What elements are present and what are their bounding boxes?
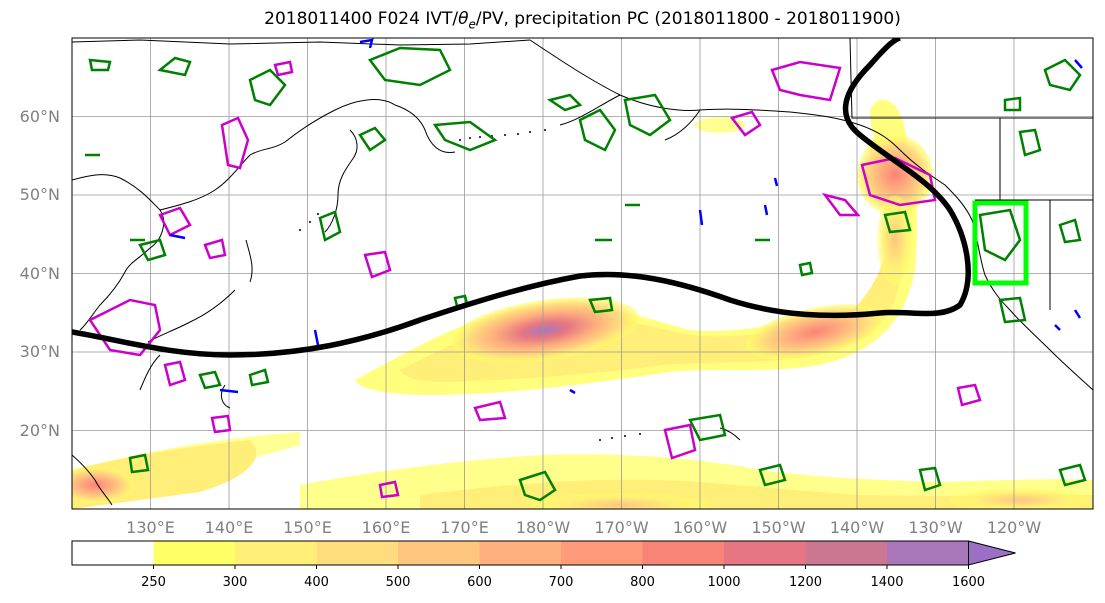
lon-label: 160°W — [673, 518, 728, 537]
highlight-box — [972, 200, 1029, 286]
colorbar-swatch — [316, 541, 399, 565]
lat-label: 20°N — [20, 421, 60, 440]
colorbar-swatch — [479, 541, 562, 565]
colorbar-extend-arrow — [968, 540, 1016, 566]
lon-label: 130°W — [908, 518, 963, 537]
lon-label: 170°E — [440, 518, 489, 537]
map-title: 2018011400 F024 IVT/θe/PV, precipitation… — [264, 9, 901, 32]
trajectory-line — [72, 38, 971, 358]
lat-labels: 60°N 50°N 40°N 30°N 20°N — [20, 107, 60, 440]
colorbar-swatch — [72, 541, 154, 565]
lon-label: 140°W — [830, 518, 885, 537]
lon-labels: 130°E 140°E 150°E 160°E 170°E 180°W 170°… — [126, 518, 1041, 537]
island-chain — [299, 129, 641, 441]
colorbar-swatch — [642, 541, 725, 565]
graticule — [72, 38, 1093, 509]
map-frame — [71, 37, 1094, 510]
colorbar-tick-label: 250 — [141, 575, 166, 590]
lat-label: 30°N — [20, 342, 60, 361]
negative-contours — [169, 38, 1083, 395]
lon-label: 180°W — [516, 518, 571, 537]
coastlines — [72, 38, 1093, 506]
pv-contours — [88, 60, 982, 499]
lon-label: 120°W — [987, 518, 1042, 537]
colorbar-swatch — [805, 541, 888, 565]
colorbar-swatch — [153, 541, 236, 565]
colorbar-swatch — [398, 541, 480, 565]
lon-label: 140°E — [205, 518, 254, 537]
lat-label: 60°N — [20, 107, 60, 126]
theta-e-contours — [85, 46, 1087, 502]
lon-label: 150°W — [751, 518, 806, 537]
colorbar-tick-label: 1000 — [707, 575, 740, 590]
colorbar: 250 300 400 500 600 700 800 1000 1200 1400 1600 — [71, 540, 1016, 590]
lon-label: 150°E — [283, 518, 332, 537]
colorbar-tick-label: 1600 — [952, 575, 985, 590]
colorbar-tick-label: 400 — [304, 575, 329, 590]
lat-label: 40°N — [20, 264, 60, 283]
colorbar-tick-label: 300 — [223, 575, 248, 590]
colorbar-tick-label: 800 — [630, 575, 655, 590]
colorbar-tick-label: 1200 — [789, 575, 822, 590]
colorbar-swatch — [887, 541, 969, 565]
lon-label: 130°E — [126, 518, 175, 537]
colorbar-tick-label: 600 — [467, 575, 492, 590]
lon-label: 160°E — [362, 518, 411, 537]
colorbar-swatch — [235, 541, 317, 565]
colorbar-tick-label: 700 — [549, 575, 574, 590]
lat-label: 50°N — [20, 185, 60, 204]
colorbar-tick-label: 500 — [386, 575, 411, 590]
colorbar-swatch — [561, 541, 643, 565]
colorbar-tick-label: 1400 — [870, 575, 903, 590]
lon-label: 170°W — [594, 518, 649, 537]
colorbar-swatch — [724, 541, 806, 565]
